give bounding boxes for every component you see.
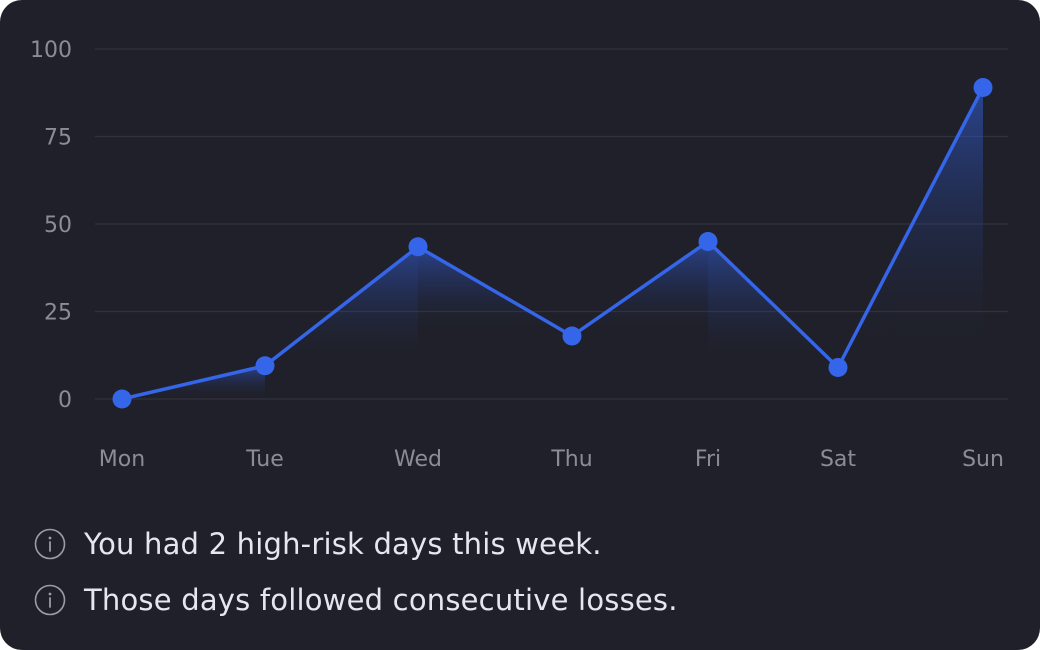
info-icon (34, 584, 66, 616)
data-point (828, 358, 848, 377)
x-tick-label: Thu (550, 447, 592, 472)
data-point (255, 356, 275, 376)
y-tick-label: 0 (58, 388, 72, 413)
data-point (698, 232, 718, 251)
data-point (112, 389, 132, 409)
y-tick-label: 75 (44, 126, 72, 151)
x-tick-label: Tue (245, 447, 284, 472)
x-tick-label: Wed (394, 447, 442, 472)
data-point (562, 326, 582, 346)
area-fill (122, 87, 983, 399)
y-tick-label: 50 (44, 213, 72, 238)
insight-text: You had 2 high-risk days this week. (84, 527, 602, 561)
y-tick-label: 25 (44, 301, 72, 326)
data-point (973, 78, 993, 97)
y-tick-label: 100 (30, 38, 72, 63)
grid-lines (95, 48, 1008, 400)
info-icon (34, 528, 66, 560)
data-points (112, 78, 993, 409)
y-axis-ticks: 0 25 50 75 100 (30, 38, 72, 413)
x-tick-label: Mon (99, 447, 145, 472)
insight-item: Those days followed consecutive losses. (34, 580, 678, 620)
data-point (408, 237, 428, 257)
weekly-risk-chart: 0 25 50 75 100 Mon Tue Wed Thu Fri Sat Sun (30, 38, 1008, 472)
x-tick-label: Sun (962, 447, 1004, 472)
x-axis-ticks: Mon Tue Wed Thu Fri Sat Sun (99, 447, 1004, 472)
x-tick-label: Sat (820, 447, 856, 472)
insight-text: Those days followed consecutive losses. (84, 583, 678, 617)
insight-item: You had 2 high-risk days this week. (34, 524, 602, 564)
x-tick-label: Fri (695, 447, 721, 472)
